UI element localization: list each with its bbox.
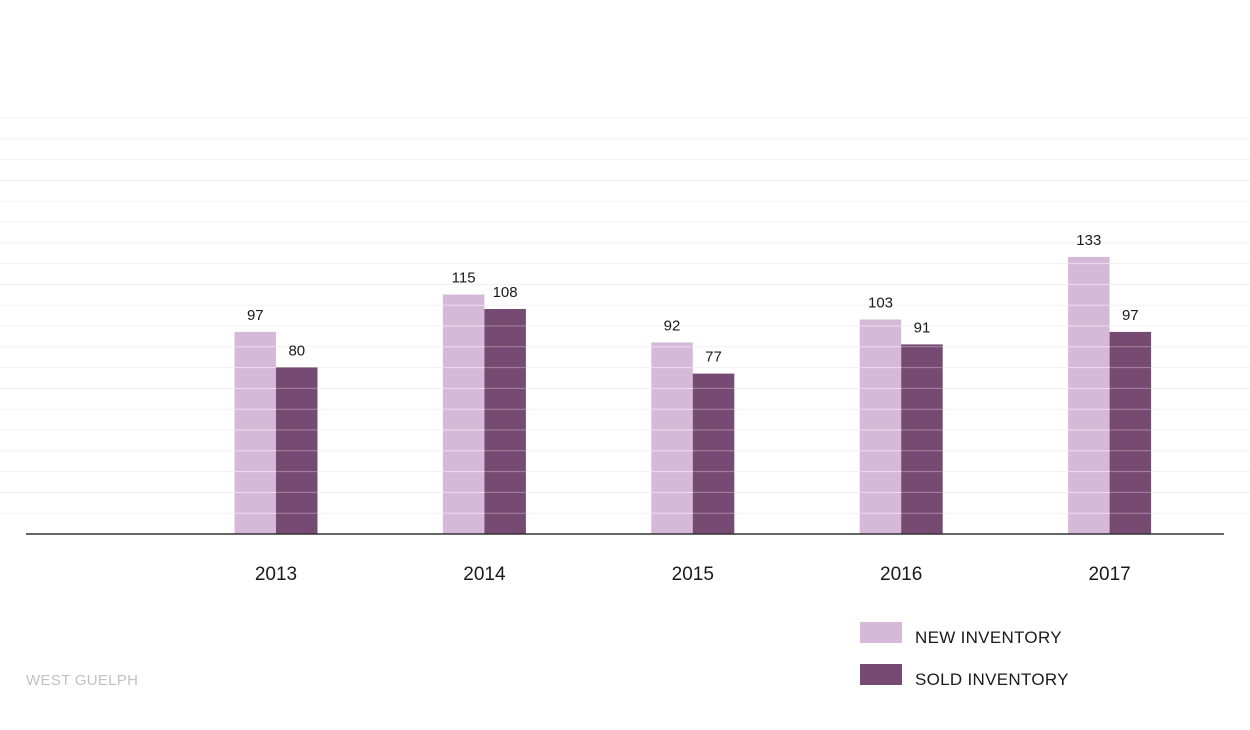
bar-sold-2017 [1109,331,1152,534]
x-tick-2013: 2013 [255,564,297,585]
x-tick-2014: 2014 [463,564,506,585]
data-label-new-2016: 103 [868,295,893,312]
bar-new-2013 [234,331,276,534]
data-label-sold-2015: 77 [705,349,722,366]
data-label-sold-2014: 108 [493,284,518,301]
footer-label: WEST GUELPH [26,672,138,689]
bars [234,257,1152,534]
x-tick-2017: 2017 [1088,564,1130,585]
legend-label-new: NEW INVENTORY [915,628,1062,647]
data-label-new-2013: 97 [247,307,264,324]
data-labels: 97 80 115 108 92 77 103 91 133 97 [247,232,1139,366]
data-label-new-2014: 115 [452,270,476,287]
bar-new-2014 [442,294,485,534]
bar-new-2017 [1068,257,1110,534]
legend-swatch-new [860,622,902,643]
bar-new-2015 [651,342,693,534]
x-tick-2015: 2015 [672,564,714,585]
data-label-sold-2016: 91 [914,319,931,336]
legend-swatch-sold [860,664,902,685]
x-tick-labels: 2013 2014 2015 2016 2017 [255,564,1131,585]
legend: NEW INVENTORY SOLD INVENTORY [860,622,1069,689]
bar-stripes [234,263,1152,514]
data-label-sold-2013: 80 [288,342,305,359]
bar-new-2016 [859,319,902,534]
gridlines [0,117,1250,514]
bar-sold-2015 [692,373,735,534]
data-label-new-2015: 92 [664,317,681,334]
bar-sold-2013 [276,367,318,534]
bar-sold-2016 [901,344,943,534]
data-label-sold-2017: 97 [1122,307,1139,324]
x-tick-2016: 2016 [880,564,922,585]
bar-sold-2014 [484,309,526,534]
data-label-new-2017: 133 [1076,232,1101,249]
legend-label-sold: SOLD INVENTORY [915,670,1069,689]
